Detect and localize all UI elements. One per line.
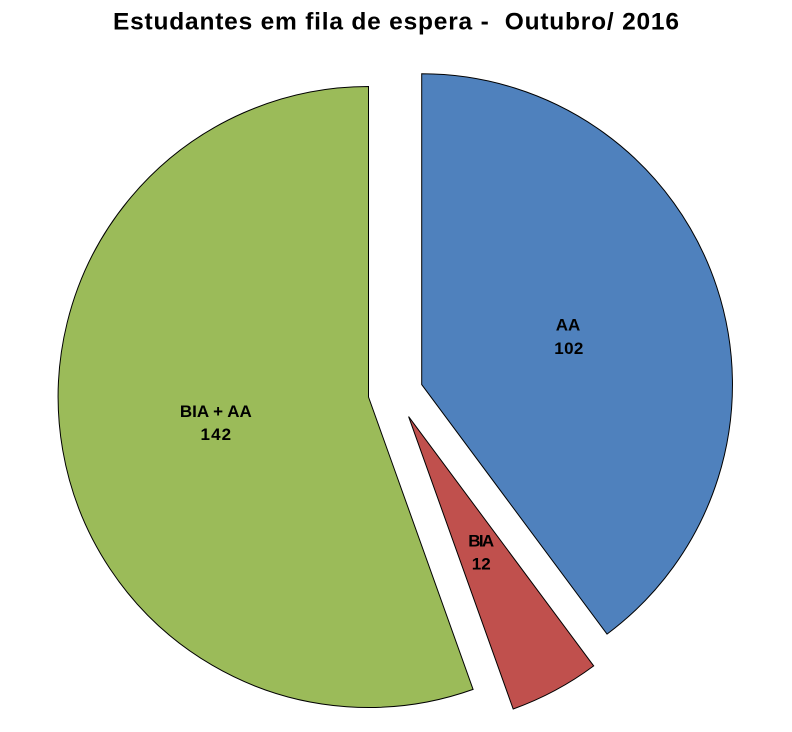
svg-text:BIA: BIA: [468, 532, 494, 551]
svg-text:BIA + AA: BIA + AA: [180, 402, 252, 421]
svg-text:102: 102: [554, 339, 583, 358]
svg-text:12: 12: [472, 555, 491, 574]
svg-text:AA: AA: [556, 316, 581, 335]
svg-text:142: 142: [201, 425, 232, 444]
svg-text:Estudantes em fila de espera -: Estudantes em fila de espera - Outubro/ …: [113, 9, 679, 36]
